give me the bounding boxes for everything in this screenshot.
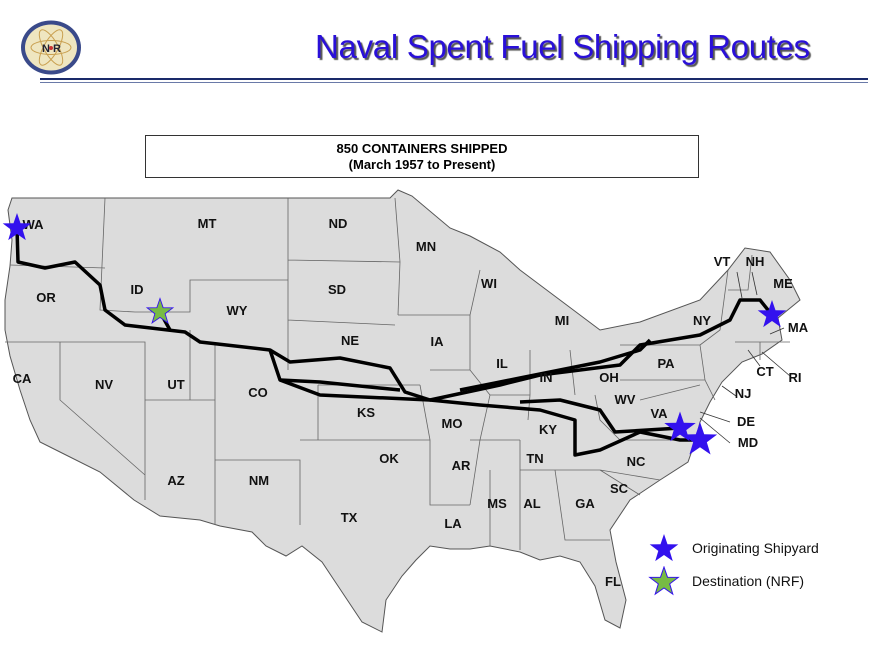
state-label-ca: CA [13,371,32,386]
state-label-de: DE [737,414,755,429]
green-star-icon [648,566,680,596]
state-borders [5,197,790,550]
state-label-wa: WA [23,217,45,232]
legend-destination: Destination (NRF) [648,566,804,596]
legend-originating-shipyard: Originating Shipyard [648,533,819,563]
state-label-ut: UT [167,377,184,392]
state-label-ct: CT [756,364,773,379]
markers [2,213,787,455]
state-label-id: ID [131,282,144,297]
state-label-me: ME [773,276,793,291]
state-label-ks: KS [357,405,375,420]
state-label-mn: MN [416,239,436,254]
page-title: Naval Spent Fuel Shipping Routes [315,28,810,65]
info-box: 850 CONTAINERS SHIPPED (March 1957 to Pr… [145,135,699,178]
state-label-mi: MI [555,313,569,328]
route-nebraska [269,348,431,402]
state-label-sc: SC [610,481,629,496]
state-label-wv: WV [615,392,636,407]
state-label-nj: NJ [735,386,752,401]
state-label-va: VA [650,406,668,421]
state-label-wi: WI [481,276,497,291]
route-northern [15,227,774,402]
state-label-nh: NH [746,254,765,269]
state-label-ia: IA [431,334,445,349]
origin-star-icon [664,411,696,442]
state-label-il: IL [496,356,508,371]
state-label-la: LA [444,516,462,531]
origin-star-icon [2,213,32,241]
route-idaho-spur [158,311,172,331]
state-label-vt: VT [714,254,731,269]
route-southern [429,398,700,457]
state-label-wy: WY [227,303,248,318]
route-kansas [279,378,401,392]
state-label-ok: OK [379,451,399,466]
legend-label: Destination (NRF) [692,573,805,589]
route-kentucky [519,398,681,434]
origin-star-icon [682,422,718,455]
state-label-nv: NV [95,377,113,392]
date-range: (March 1957 to Present) [348,157,496,172]
blue-star-icon [649,534,679,562]
legend-label: Originating Shipyard [692,540,819,556]
state-label-co: CO [248,385,268,400]
state-label-nm: NM [249,473,269,488]
state-label-ri: RI [789,370,802,385]
state-label-ky: KY [539,422,557,437]
state-label-ga: GA [575,496,595,511]
destination-star-icon [145,297,175,324]
title-divider-thin [40,82,868,83]
state-label-ar: AR [452,458,471,473]
title-divider [40,78,868,80]
state-label-md: MD [738,435,758,450]
route-ohio [459,338,652,392]
callout-lines [699,271,791,444]
state-label-pa: PA [657,356,675,371]
state-label-mt: MT [198,216,217,231]
state-label-ms: MS [487,496,507,511]
origin-star-icon [757,300,787,328]
containers-shipped: 850 CONTAINERS SHIPPED [336,141,508,156]
state-label-tx: TX [341,510,358,525]
state-label-sd: SD [328,282,346,297]
state-label-nd: ND [329,216,348,231]
state-label-mo: MO [442,416,463,431]
svg-text:N: N [42,43,50,55]
state-label-ny: NY [693,313,711,328]
state-label-tn: TN [526,451,543,466]
shipping-routes [15,227,774,457]
state-label-in: IN [540,370,553,385]
state-label-fl: FL [605,574,621,589]
svg-text:R: R [53,43,61,55]
state-label-oh: OH [599,370,619,385]
state-label-nc: NC [627,454,646,469]
state-label-ne: NE [341,333,359,348]
state-label-or: OR [36,290,56,305]
state-label-az: AZ [167,473,184,488]
naval-reactors-logo: N R [21,20,81,75]
state-label-ma: MA [788,320,809,335]
state-label-al: AL [523,496,540,511]
